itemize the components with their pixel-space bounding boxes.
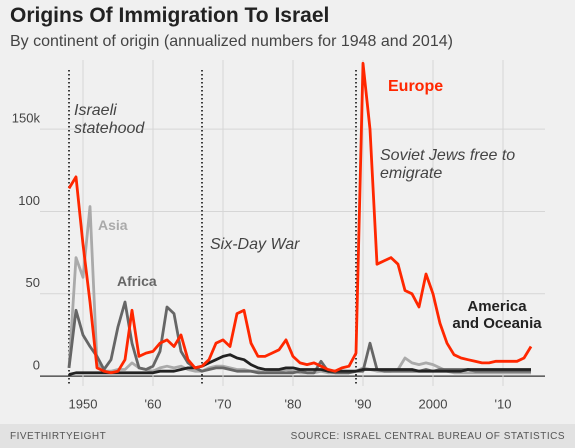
y-tick-label: 150k (12, 111, 41, 126)
series-label: Africa (117, 273, 157, 289)
x-tick-label: '60 (145, 396, 162, 411)
x-tick-label: '90 (355, 396, 372, 411)
series-label: Europe (388, 78, 444, 95)
series-line (67, 300, 531, 375)
annotation: Israeli statehood (74, 102, 145, 138)
x-tick-label: 1950 (69, 396, 98, 411)
series-label: America and Oceania (452, 298, 542, 333)
chart-title: Origins Of Immigration To Israel (10, 4, 330, 27)
x-tick-label: '70 (215, 396, 232, 411)
footer-source: SOURCE: ISRAEL CENTRAL BUREAU OF STATIST… (290, 431, 565, 442)
annotation: Six-Day War (210, 236, 300, 253)
series-line (67, 61, 533, 375)
x-tick-label: '80 (285, 396, 302, 411)
series-label: Asia (98, 217, 128, 233)
series-line (68, 353, 531, 376)
x-tick-label: '10 (495, 396, 512, 411)
y-tick-label: 0 (33, 358, 40, 373)
y-tick-label: 100 (18, 193, 40, 208)
y-tick-label: 50 (26, 275, 40, 290)
chart-subtitle: By continent of origin (annualized numbe… (10, 33, 453, 50)
annotation: Soviet Jews free to emigrate (380, 147, 516, 183)
footer: FIVETHIRTYEIGHT SOURCE: ISRAEL CENTRAL B… (0, 424, 575, 448)
footer-brand: FIVETHIRTYEIGHT (10, 431, 107, 442)
x-tick-label: 2000 (419, 396, 448, 411)
